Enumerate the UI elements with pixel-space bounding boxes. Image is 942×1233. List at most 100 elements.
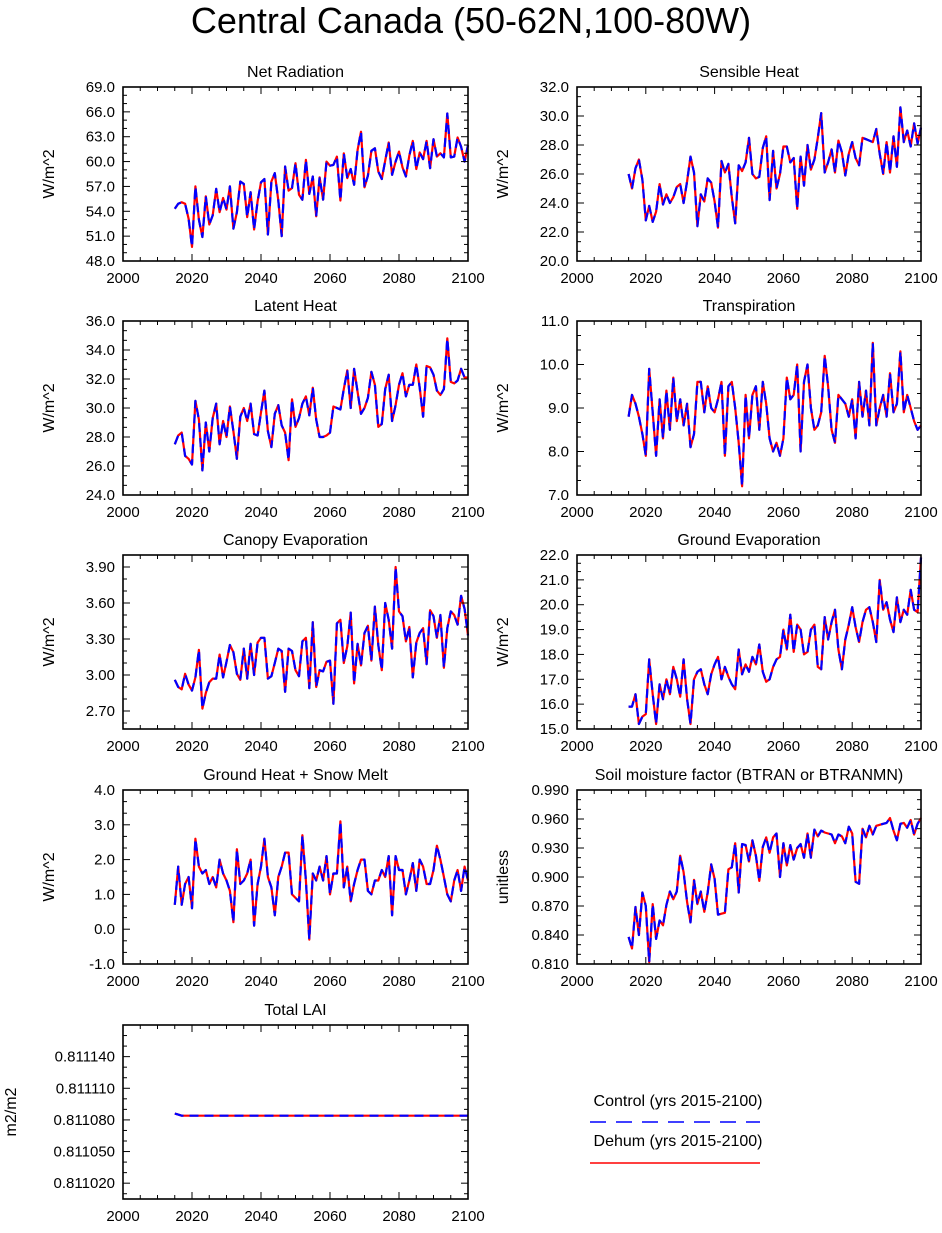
transpiration-xtick-label: 2060 (767, 504, 800, 521)
ground-evaporation-xtick-label: 2100 (904, 738, 937, 755)
canopy-evaporation-xtick-label: 2000 (106, 738, 139, 755)
latent-heat-ytick-label: 32.0 (86, 371, 115, 388)
ground-heat-snow-melt-title: Ground Heat + Snow Melt (203, 767, 388, 784)
transpiration-ytick-label: 10.0 (540, 357, 569, 374)
total-lai-ytick-label: 0.811050 (54, 1144, 115, 1161)
ground-evaporation-title: Ground Evaporation (677, 532, 820, 549)
panel-total-lai: Total LAI m2/m2 2000 2020 2040 2060 2080 2100 0.… (3, 1002, 485, 1225)
latent-heat-xtick-label: 2040 (244, 504, 277, 521)
panel-ground-heat-snow-melt: Ground Heat + Snow Melt W/m^2 2000 2020 2040… (41, 767, 485, 990)
latent-heat-xtick-label: 2080 (382, 504, 415, 521)
soil-moisture-factor-ytick-label: 0.960 (531, 811, 569, 828)
panel-transpiration: Transpiration W/m^2 2000 2020 2040 2060 2080 21… (495, 298, 938, 521)
latent-heat-title: Latent Heat (254, 298, 337, 315)
soil-moisture-factor-ytick-label: 0.990 (531, 782, 569, 799)
ground-heat-snow-melt-ytick-label: 2.0 (94, 852, 115, 869)
transpiration-ytick-label: 11.0 (541, 313, 569, 330)
ground-evaporation-ylabel: W/m^2 (495, 617, 512, 666)
sensible-heat-series-dehum-line (627, 106, 923, 229)
ground-evaporation-ytick-label: 20.0 (540, 597, 569, 614)
transpiration-xtick-label: 2080 (836, 504, 869, 521)
canopy-evaporation-ytick-label: 3.00 (86, 667, 115, 684)
latent-heat-xtick-label: 2060 (313, 504, 346, 521)
canopy-evaporation-ylabel: W/m^2 (41, 617, 58, 666)
sensible-heat-ytick-label: 28.0 (540, 137, 569, 154)
legend: Control (yrs 2015-2100) Dehum (yrs 2015-… (590, 1093, 763, 1164)
sensible-heat-ytick-label: 22.0 (540, 224, 569, 241)
canopy-evaporation-ytick-label: 3.90 (86, 559, 115, 576)
total-lai-xtick-label: 2000 (106, 1208, 139, 1225)
sensible-heat-ytick-label: 26.0 (540, 166, 569, 183)
soil-moisture-factor-xtick-label: 2020 (629, 973, 662, 990)
latent-heat-ytick-label: 28.0 (86, 429, 115, 446)
total-lai-xtick-label: 2080 (382, 1208, 415, 1225)
latent-heat-ytick-label: 26.0 (86, 458, 115, 475)
sensible-heat-title: Sensible Heat (699, 64, 799, 81)
ground-heat-snow-melt-ytick-label: 0.0 (94, 921, 115, 938)
latent-heat-xtick-label: 2100 (451, 504, 484, 521)
soil-moisture-factor-title: Soil moisture factor (BTRAN or BTRANMN) (595, 767, 904, 784)
panel-sensible-heat: Sensible Heat W/m^2 2000 2020 2040 2060 2080 21… (495, 64, 938, 287)
net-radiation-ytick-label: 66.0 (86, 104, 115, 121)
net-radiation-ytick-label: 48.0 (86, 253, 115, 270)
transpiration-xtick-label: 2100 (904, 504, 937, 521)
canopy-evaporation-title: Canopy Evaporation (223, 532, 368, 549)
panels-container: Net Radiation W/m^2 2000 2020 2040 2060 2080 21… (3, 64, 938, 1225)
total-lai-title: Total LAI (264, 1002, 326, 1019)
soil-moisture-factor-xtick-label: 2000 (560, 973, 593, 990)
sensible-heat-xtick-label: 2040 (698, 270, 731, 287)
ground-evaporation-ytick-label: 15.0 (540, 721, 569, 738)
transpiration-xtick-label: 2020 (629, 504, 662, 521)
soil-moisture-factor-xtick-label: 2080 (836, 973, 869, 990)
ground-heat-snow-melt-ytick-label: 1.0 (94, 886, 115, 903)
ground-evaporation-ytick-label: 22.0 (540, 547, 569, 564)
total-lai-ylabel: m2/m2 (3, 1087, 20, 1136)
total-lai-xtick-label: 2020 (175, 1208, 208, 1225)
panel-net-radiation: Net Radiation W/m^2 2000 2020 2040 2060 2080 21… (41, 64, 485, 287)
sensible-heat-xtick-label: 2060 (767, 270, 800, 287)
soil-moisture-factor-xtick-label: 2040 (698, 973, 731, 990)
ground-evaporation-ytick-label: 16.0 (540, 696, 569, 713)
net-radiation-ylabel: W/m^2 (41, 149, 58, 198)
latent-heat-series-control-line (173, 337, 468, 472)
sensible-heat-ylabel: W/m^2 (495, 149, 512, 198)
sensible-heat-xtick-label: 2000 (560, 270, 593, 287)
transpiration-xtick-label: 2040 (698, 504, 731, 521)
ground-heat-snow-melt-xtick-label: 2080 (382, 973, 415, 990)
ground-evaporation-xtick-label: 2020 (629, 738, 662, 755)
latent-heat-ylabel: W/m^2 (41, 383, 58, 432)
legend-dehum-label: Dehum (yrs 2015-2100) (594, 1133, 763, 1150)
ground-evaporation-ytick-label: 17.0 (540, 671, 569, 688)
canopy-evaporation-xtick-label: 2080 (382, 738, 415, 755)
ground-heat-snow-melt-xtick-label: 2100 (451, 973, 484, 990)
net-radiation-xtick-label: 2080 (382, 270, 415, 287)
total-lai-ytick-label: 0.811110 (56, 1080, 115, 1097)
ground-evaporation-xtick-label: 2000 (560, 738, 593, 755)
transpiration-ytick-label: 8.0 (548, 444, 569, 461)
total-lai-xtick-label: 2040 (244, 1208, 277, 1225)
panel-soil-moisture-factor: Soil moisture factor (BTRAN or BTRANMN) u… (495, 767, 938, 990)
ground-heat-snow-melt-ytick-label: -1.0 (89, 956, 115, 973)
canopy-evaporation-xtick-label: 2040 (244, 738, 277, 755)
soil-moisture-factor-ytick-label: 0.930 (531, 840, 569, 857)
soil-moisture-factor-ytick-label: 0.900 (531, 869, 569, 886)
panel-canopy-evaporation: Canopy Evaporation W/m^2 2000 2020 2040 2060 2… (41, 532, 485, 755)
canopy-evaporation-series-control-line (173, 565, 470, 710)
sensible-heat-xtick-label: 2100 (904, 270, 937, 287)
net-radiation-xtick-label: 2060 (313, 270, 346, 287)
ground-evaporation-xtick-label: 2060 (767, 738, 800, 755)
latent-heat-ytick-label: 24.0 (86, 487, 115, 504)
total-lai-ytick-label: 0.811020 (54, 1175, 115, 1192)
latent-heat-ytick-label: 36.0 (86, 313, 115, 330)
ground-heat-snow-melt-ytick-label: 4.0 (94, 782, 115, 799)
net-radiation-xtick-label: 2100 (451, 270, 484, 287)
total-lai-xtick-label: 2100 (451, 1208, 484, 1225)
legend-control-label: Control (yrs 2015-2100) (594, 1093, 763, 1110)
ground-evaporation-xtick-label: 2040 (698, 738, 731, 755)
latent-heat-xtick-label: 2020 (175, 504, 208, 521)
sensible-heat-ytick-label: 32.0 (540, 79, 569, 96)
ground-heat-snow-melt-ytick-label: 3.0 (94, 817, 115, 834)
ground-heat-snow-melt-xtick-label: 2000 (106, 973, 139, 990)
